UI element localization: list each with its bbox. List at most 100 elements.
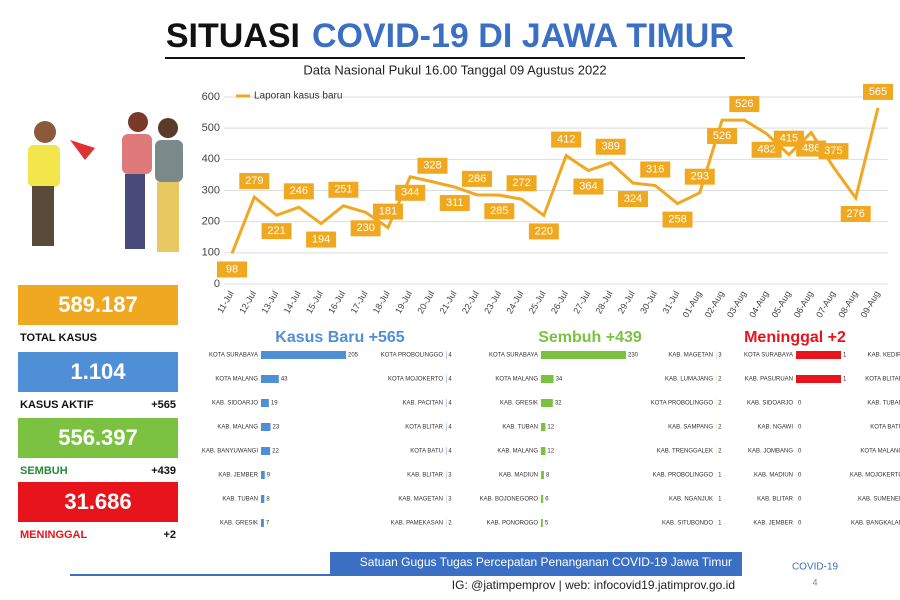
summary-label: TOTAL KASUS [20, 332, 97, 344]
subtitle: Data Nasional Pukul 16.00 Tanggal 09 Agu… [303, 62, 606, 77]
region-name: KAB. BLITAR [407, 473, 444, 479]
y-tick-label: 300 [202, 184, 220, 196]
region-name: KAB. MAGETAN [398, 497, 443, 503]
region-name: KAB. JOMBANG [748, 449, 793, 455]
region-value: 230 [628, 353, 639, 359]
x-tick-label: 16-Jul [326, 289, 347, 315]
data-label-box [328, 181, 359, 198]
data-label-box [840, 205, 871, 222]
data-label: 279 [245, 175, 263, 187]
data-label-box [595, 138, 626, 155]
x-tick-label: 18-Jul [371, 289, 392, 315]
x-tick-label: 02-Aug [703, 289, 726, 319]
breakdown-title: Sembuh +439 [538, 329, 642, 346]
data-label: 565 [869, 86, 887, 98]
region-value: 12 [547, 425, 554, 431]
region-name: KAB. MAGETAN [668, 353, 713, 359]
data-label: 375 [824, 145, 842, 157]
data-label-box [239, 173, 270, 190]
region-name: KAB. GRESIK [220, 521, 258, 527]
footer-contact: IG: @jatimpemprov | web: infocovid19.jat… [452, 578, 735, 592]
summary-box [18, 352, 178, 392]
region-value: 32 [555, 401, 562, 407]
y-tick-label: 500 [202, 122, 220, 134]
region-name: KAB. PAMEKASAN [391, 521, 443, 527]
region-value: 8 [546, 473, 550, 479]
data-label-box [640, 161, 671, 178]
data-label-box [283, 183, 314, 200]
legend-label: Laporan kasus baru [254, 91, 342, 102]
summary-value: 556.397 [58, 425, 138, 450]
region-bar [541, 519, 543, 527]
region-name: KAB. TUBAN [222, 497, 258, 503]
x-tick-label: 24-Jul [504, 289, 525, 315]
region-value: 19 [271, 401, 278, 407]
data-label-box [573, 178, 604, 195]
region-name: KAB. MALANG [497, 449, 538, 455]
data-label-box [439, 195, 470, 212]
y-tick-label: 600 [202, 91, 220, 103]
region-name: KAB. SAMPANG [668, 425, 713, 431]
region-name: KOTA PROBOLINGGO [651, 401, 714, 407]
summary-delta: +2 [163, 529, 176, 541]
region-bar [541, 375, 554, 383]
data-label: 526 [713, 130, 731, 142]
region-name: KAB. LUMAJANG [665, 377, 713, 383]
data-label: 311 [446, 197, 464, 209]
region-name: KOTA MALANG [495, 377, 538, 383]
x-tick-label: 28-Jul [594, 289, 615, 315]
region-bar [261, 375, 279, 383]
region-bar [796, 351, 841, 359]
data-label-box [306, 231, 337, 248]
region-value: 22 [272, 449, 279, 455]
region-name: KOTA PROBOLINGGO [381, 353, 444, 359]
region-value: 9 [267, 473, 271, 479]
data-label-box [863, 83, 893, 100]
data-label-box [528, 223, 559, 240]
region-value: 205 [348, 353, 359, 359]
data-label: 328 [423, 160, 441, 172]
region-name: KAB. SIDOARJO [212, 401, 258, 407]
region-bar [261, 399, 269, 407]
data-label: 194 [312, 233, 330, 245]
region-value: 4 [448, 353, 452, 359]
x-tick-label: 11-Jul [215, 289, 236, 315]
data-label: 412 [557, 133, 575, 145]
region-bar [796, 375, 841, 383]
region-value: 2 [718, 401, 722, 407]
region-bar [541, 471, 544, 479]
region-name: KAB. TUBAN [867, 401, 900, 407]
region-name: KOTA SURABAYA [744, 353, 793, 359]
region-bar [541, 399, 553, 407]
summary-box [18, 285, 178, 325]
region-name: KOTA MOJOKERTO [388, 377, 443, 383]
x-tick-label: 22-Jul [460, 289, 481, 315]
summary-delta: +565 [151, 399, 176, 411]
region-value: 0 [798, 425, 802, 431]
data-label: 285 [490, 205, 508, 217]
region-value: 1 [718, 497, 722, 503]
y-tick-label: 200 [202, 216, 220, 228]
data-label: 526 [735, 98, 753, 110]
region-name: KAB. JEMBER [218, 473, 258, 479]
region-value: 4 [448, 377, 452, 383]
data-label-box [506, 175, 537, 192]
data-label-box [551, 131, 582, 148]
x-tick-label: 03-Aug [725, 289, 748, 319]
summary-box [18, 418, 178, 458]
data-label-box [662, 211, 693, 228]
x-tick-label: 30-Jul [638, 289, 659, 315]
data-label: 272 [512, 177, 530, 189]
region-value: 0 [798, 521, 802, 527]
region-name: KAB. GRESIK [500, 401, 538, 407]
region-name: KAB. SITUBONDO [662, 521, 713, 527]
x-tick-label: 09-Aug [859, 289, 882, 319]
region-name: KAB. TRENGGALEK [657, 449, 713, 455]
title-b: COVID-19 DI JAWA TIMUR [312, 17, 734, 55]
x-tick-label: 13-Jul [259, 289, 280, 315]
x-tick-label: 26-Jul [549, 289, 570, 315]
region-bar [261, 519, 264, 527]
data-label: 415 [780, 133, 798, 145]
data-label: 258 [668, 213, 686, 225]
